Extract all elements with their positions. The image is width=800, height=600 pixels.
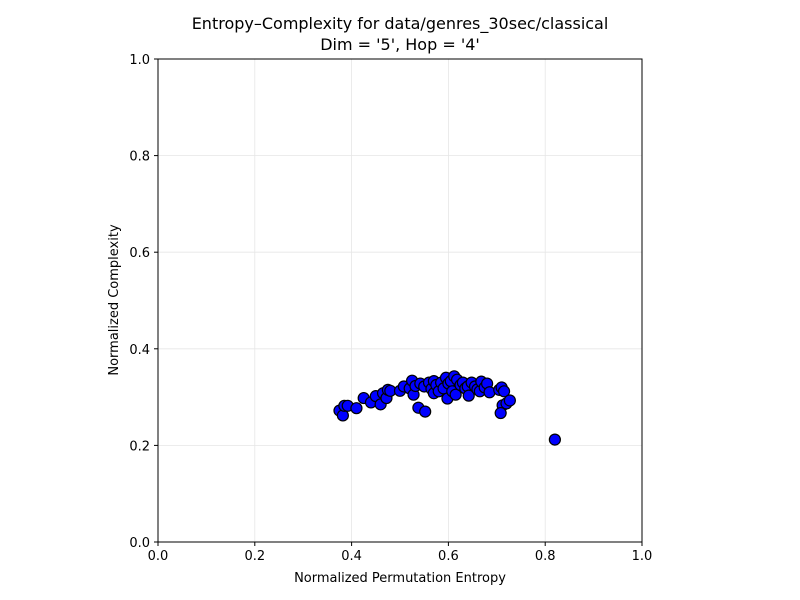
x-tick-label: 0.6 <box>438 549 459 564</box>
x-tick-label: 0.2 <box>244 549 265 564</box>
data-point <box>449 388 462 401</box>
y-tick-label: 1.0 <box>129 53 150 68</box>
data-point <box>462 389 475 402</box>
axis-ticks: 0.0 0.2 0.4 0.6 0.8 1.0 0.0 0.2 0.4 0.6 0.8 1.0 <box>129 53 652 564</box>
x-axis-label: Normalized Permutation Entropy <box>294 571 506 586</box>
grid <box>157 58 643 543</box>
data-point <box>350 402 363 415</box>
data-point <box>419 405 432 418</box>
chart-title: Entropy–Complexity for data/genres_30sec… <box>192 14 609 34</box>
x-tick-label: 0.8 <box>535 549 556 564</box>
chart-subtitle: Dim = '5', Hop = '4' <box>320 35 480 54</box>
y-tick-label: 0.8 <box>129 150 150 165</box>
y-tick-label: 0.6 <box>129 246 150 261</box>
x-tick-label: 0.4 <box>341 549 362 564</box>
data-point <box>548 433 561 446</box>
y-tick-label: 0.4 <box>129 343 150 358</box>
data-points <box>333 370 561 446</box>
y-tick-label: 0.2 <box>129 439 150 454</box>
y-axis-label: Normalized Complexity <box>107 224 122 376</box>
data-point <box>494 406 507 420</box>
plot-frame <box>157 58 643 543</box>
x-tick-label: 1.0 <box>632 549 653 564</box>
x-tick-label: 0.0 <box>148 549 169 564</box>
y-tick-label: 0.0 <box>129 536 150 551</box>
data-point <box>503 394 516 407</box>
data-point <box>497 385 511 398</box>
